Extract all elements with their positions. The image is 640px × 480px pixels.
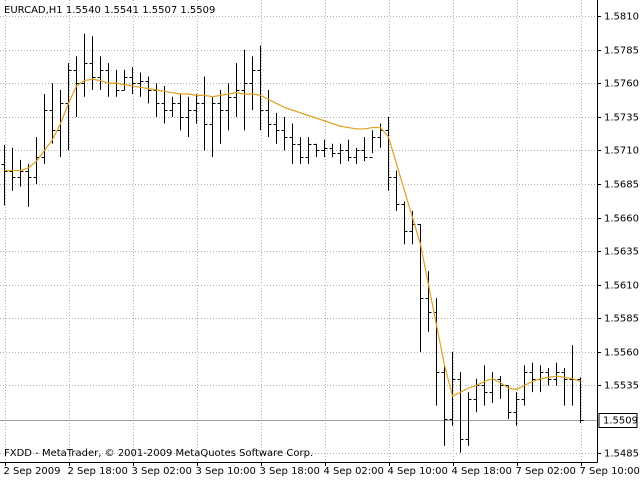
chart-header: EURCAD,H1 1.5540 1.5541 1.5507 1.5509 (4, 5, 215, 16)
x-tick-label: 7 Sep 10:00 (580, 466, 640, 477)
grid (0, 0, 597, 462)
y-tick-label: 1.5585 (604, 314, 639, 325)
marks (1, 33, 584, 453)
y-tick-label: 1.5660 (604, 214, 639, 225)
x-tick-label: 7 Sep 02:00 (516, 466, 576, 477)
x-tick-label: 3 Sep 10:00 (196, 466, 256, 477)
y-tick-label: 1.5785 (604, 46, 639, 57)
last-price-box (598, 413, 638, 428)
y-tick-label: 1.5485 (604, 449, 639, 460)
copyright: FXDD - MetaTrader, © 2001-2009 MetaQuote… (4, 448, 313, 459)
y-tick-label: 1.5610 (604, 281, 639, 292)
x-tick-label: 2 Sep 2009 (4, 466, 61, 477)
y-tick-label: 1.5560 (604, 348, 639, 359)
x-tick-label: 4 Sep 02:00 (324, 466, 384, 477)
x-tick-label: 3 Sep 02:00 (132, 466, 192, 477)
x-tick-label: 3 Sep 18:00 (260, 466, 320, 477)
x-tick-label: 4 Sep 18:00 (452, 466, 512, 477)
y-tick-label: 1.5535 (604, 381, 639, 392)
y-tick-label: 1.5710 (604, 146, 639, 157)
last-price-label: 1.5509 (603, 416, 638, 427)
y-tick-label: 1.5810 (604, 12, 639, 23)
moving-average (4, 78, 581, 398)
y-tick-label: 1.5735 (604, 113, 639, 124)
y-tick-label: 1.5685 (604, 180, 639, 191)
x-tick-label: 2 Sep 18:00 (68, 466, 128, 477)
x-tick-label: 4 Sep 10:00 (388, 466, 448, 477)
y-tick-label: 1.5635 (604, 247, 639, 258)
y-tick-label: 1.5760 (604, 79, 639, 90)
